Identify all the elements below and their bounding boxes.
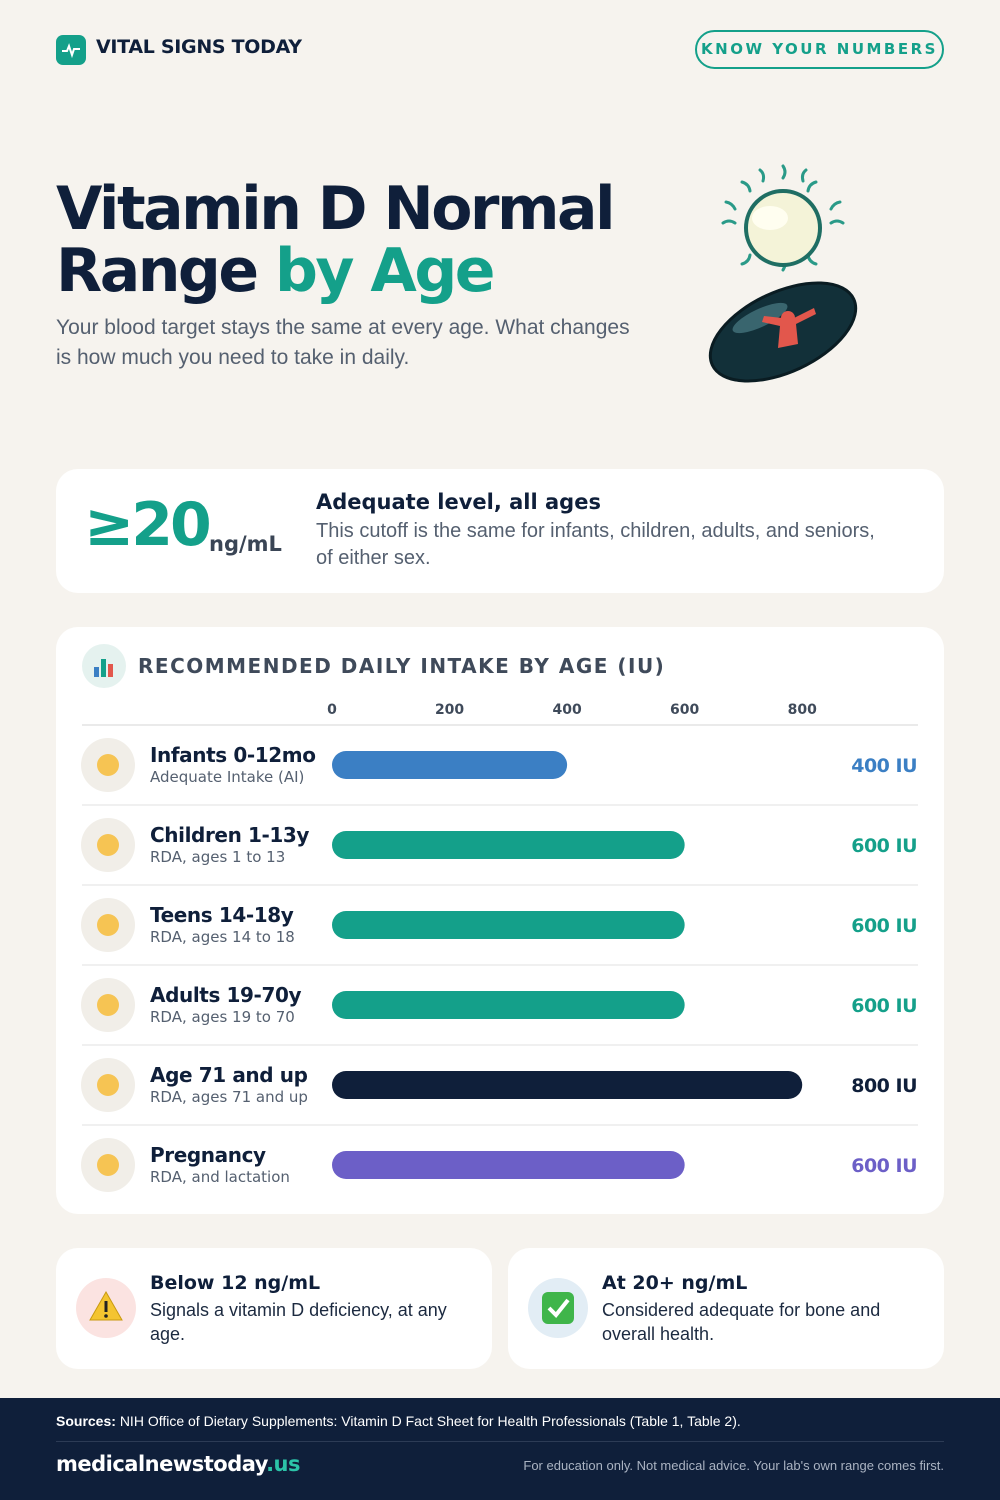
sun <box>744 189 822 267</box>
cutoff-unit: ng/mL <box>209 532 282 556</box>
category-note: RDA, and lactation <box>150 1168 290 1186</box>
bar <box>332 1151 685 1179</box>
cutoff-card <box>56 469 944 593</box>
disclaimer: For education only. Not medical advice. … <box>523 1458 944 1473</box>
note-heading: At 20+ ng/mL <box>602 1272 748 1294</box>
category-note: RDA, ages 1 to 13 <box>150 848 285 866</box>
chart-icon-bar <box>101 659 106 677</box>
bar <box>332 991 685 1019</box>
bar <box>332 831 685 859</box>
sources-label: Sources: <box>56 1413 116 1429</box>
title-line: Range by Age <box>56 240 495 302</box>
badge[interactable]: KNOW YOUR NUMBERS <box>695 30 944 69</box>
value-label: 400 IU <box>851 755 917 777</box>
cutoff-heading: Adequate level, all ages <box>316 490 601 514</box>
value-label: 600 IU <box>851 995 917 1017</box>
chart-icon-bar <box>94 667 99 677</box>
figure <box>762 308 816 348</box>
capsule-shine <box>732 302 788 334</box>
x-tick-label: 400 <box>552 702 581 718</box>
x-tick-label: 200 <box>435 702 464 718</box>
value-label: 800 IU <box>851 1075 917 1097</box>
title-part: Range <box>56 236 259 306</box>
note-text: Signals a vitamin D deficiency, at any a… <box>150 1300 447 1344</box>
x-tick-label: 0 <box>327 702 337 718</box>
sun-rays <box>721 164 845 272</box>
x-tick-label: 800 <box>788 702 817 718</box>
row-icon-face <box>97 1074 119 1096</box>
title-accent: by Age <box>274 236 496 306</box>
row-icon-face <box>97 1154 119 1176</box>
category-label: Age 71 and up <box>150 1063 308 1087</box>
site[interactable]: medicalnewstoday.us <box>56 1452 300 1476</box>
value-label: 600 IU <box>851 835 917 857</box>
category-label: Adults 19-70y <box>150 983 301 1007</box>
category-note: RDA, ages 19 to 70 <box>150 1008 295 1026</box>
note-heading: Below 12 ng/mL <box>150 1272 321 1294</box>
title-line: Vitamin D Normal <box>56 174 616 244</box>
cutoff-level: ≥20 <box>84 490 212 560</box>
category-label: Teens 14-18y <box>150 903 294 927</box>
value-label: 600 IU <box>851 915 917 937</box>
row-icon-face <box>97 914 119 936</box>
chart: RECOMMENDED DAILY INTAKE BY AGE (IU) 0 20… <box>81 644 918 1192</box>
site-name: medicalnewstoday <box>56 1452 267 1476</box>
category-label: Pregnancy <box>150 1143 266 1167</box>
sources-text: NIH Office of Dietary Supplements: Vitam… <box>119 1413 741 1429</box>
category-note: RDA, ages 71 and up <box>150 1088 308 1106</box>
cutoff-text: This cutoff is the same for infants, chi… <box>316 520 875 569</box>
bar <box>332 1071 803 1099</box>
sun-glow <box>752 206 788 230</box>
sources: Sources: NIH Office of Dietary Supplemen… <box>56 1413 741 1429</box>
note-icon <box>528 1278 588 1338</box>
logo-icon <box>62 43 80 59</box>
value-label: 600 IU <box>851 1155 917 1177</box>
row-icon-face <box>97 754 119 776</box>
subtitle: Your blood target stays the same at ever… <box>56 316 630 369</box>
note-icon <box>76 1278 136 1338</box>
row-icon-face <box>97 994 119 1016</box>
illustration <box>708 164 858 383</box>
category-label: Children 1-13y <box>150 823 309 847</box>
site-tld: .us <box>266 1452 300 1476</box>
bar <box>332 751 568 779</box>
chart-title: RECOMMENDED DAILY INTAKE BY AGE (IU) <box>138 654 665 678</box>
bar <box>332 911 685 939</box>
footer: Sources: NIH Office of Dietary Supplemen… <box>0 1398 1000 1500</box>
category-note: Adequate Intake (AI) <box>150 768 304 786</box>
x-tick-label: 600 <box>670 702 699 718</box>
category-label: Infants 0-12mo <box>150 743 316 767</box>
chart-icon-bar <box>108 664 113 677</box>
logo <box>56 35 86 65</box>
divider <box>56 1441 944 1442</box>
row-icon-face <box>97 834 119 856</box>
note-text: Considered adequate for bone and overall… <box>602 1300 881 1344</box>
chart-card: RECOMMENDED DAILY INTAKE BY AGE (IU) 0 20… <box>56 627 944 1214</box>
brand: VITAL SIGNS TODAY <box>96 36 302 58</box>
category-note: RDA, ages 14 to 18 <box>150 928 295 946</box>
